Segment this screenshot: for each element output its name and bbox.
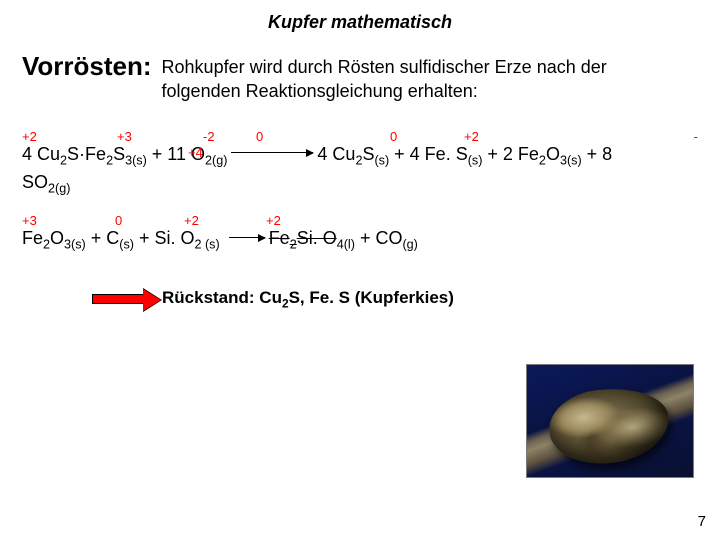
r1-p9: O: [546, 144, 560, 164]
res-p1s: 2: [282, 297, 289, 311]
r1-p10: + 8: [582, 144, 613, 164]
ox-d: 0: [390, 128, 397, 146]
r2-p3s: (s): [119, 238, 134, 252]
desc-line2: folgenden Reaktionsgleichung erhalten:: [162, 81, 478, 101]
r2-p3: + C: [86, 228, 120, 248]
reaction-1: +2 +3 -2 +4 0 0 +2 - 4 Cu2S·Fe2S3(s) + 1…: [22, 142, 698, 198]
ox-i: +2: [266, 212, 281, 230]
r1-p8s: 2: [539, 153, 546, 167]
r1-p6: S: [362, 144, 374, 164]
ox-overlap1: +2: [22, 128, 37, 146]
ox-f: +3: [22, 212, 37, 230]
r1-p7: + 4 Fe. S: [389, 144, 468, 164]
res-p1: Rückstand: Cu: [162, 288, 282, 307]
r2-p2: O: [50, 228, 64, 248]
r1-p6s: (s): [374, 153, 389, 167]
mineral-image: [526, 364, 694, 478]
section-label: Vorrösten:: [22, 51, 162, 82]
residue-row: Rückstand: Cu2S, Fe. S (Kupferkies): [22, 254, 698, 310]
residue-text: Rückstand: Cu2S, Fe. S (Kupferkies): [162, 288, 454, 310]
r1-p1s: 2: [60, 153, 67, 167]
r2-p4s: 2 (s): [194, 238, 219, 252]
res-p2: S, Fe. S (Kupferkies): [289, 288, 454, 307]
r2-p5s: 2: [290, 238, 297, 252]
r2-p5: Fe: [269, 228, 290, 248]
red-arrow-icon: [92, 294, 144, 304]
r1-p3: S: [113, 144, 125, 164]
r2-p2s: 3(s): [64, 238, 86, 252]
ox-e: +2: [464, 128, 479, 146]
ox-overlap2: +4: [188, 144, 203, 162]
r2-p1s: 2: [43, 238, 50, 252]
slide-title: Kupfer mathematisch: [0, 0, 720, 33]
ox-h: +2: [184, 212, 199, 230]
page-number: 7: [698, 513, 706, 530]
r2-p7: + CO: [355, 228, 403, 248]
r2-p6: Si. O: [297, 228, 337, 248]
r2-p7s: (g): [402, 238, 417, 252]
r1-p2: S·Fe: [67, 144, 106, 164]
r2-p6s: 4(l): [337, 238, 355, 252]
section-heading-row: Vorrösten: Rohkupfer wird durch Rösten s…: [0, 33, 720, 104]
ox-a: +3: [117, 128, 132, 146]
reaction-2: +3 0 +2 +2 Fe2O3(s) + C(s) + Si. O2 (s) …: [22, 226, 698, 254]
reaction-arrow-icon: [229, 237, 265, 238]
reaction-arrow-icon: [231, 152, 313, 153]
ox-b: -2: [203, 128, 215, 146]
r1-p11: SO: [22, 172, 48, 192]
ox-c: 0: [256, 128, 263, 146]
r2-p1: Fe: [22, 228, 43, 248]
r1-p1: 4 Cu: [22, 144, 60, 164]
section-description: Rohkupfer wird durch Rösten sulfidischer…: [162, 51, 607, 104]
r2-p4: + Si. O: [134, 228, 195, 248]
desc-line1: Rohkupfer wird durch Rösten sulfidischer…: [162, 57, 607, 77]
r1-p8: + 2 Fe: [482, 144, 539, 164]
ox-minus: -: [694, 128, 698, 146]
r1-p11s: 2(g): [48, 181, 70, 195]
ox-g: 0: [115, 212, 122, 230]
r1-p9s: 3(s): [560, 153, 582, 167]
r1-p7s: (s): [468, 153, 483, 167]
r1-p5: 4 Cu: [317, 144, 355, 164]
reaction-block: +2 +3 -2 +4 0 0 +2 - 4 Cu2S·Fe2S3(s) + 1…: [0, 104, 720, 311]
r1-p3s: 3(s): [125, 153, 147, 167]
rock-shape: [545, 383, 672, 469]
r1-p4s: 2(g): [205, 153, 227, 167]
